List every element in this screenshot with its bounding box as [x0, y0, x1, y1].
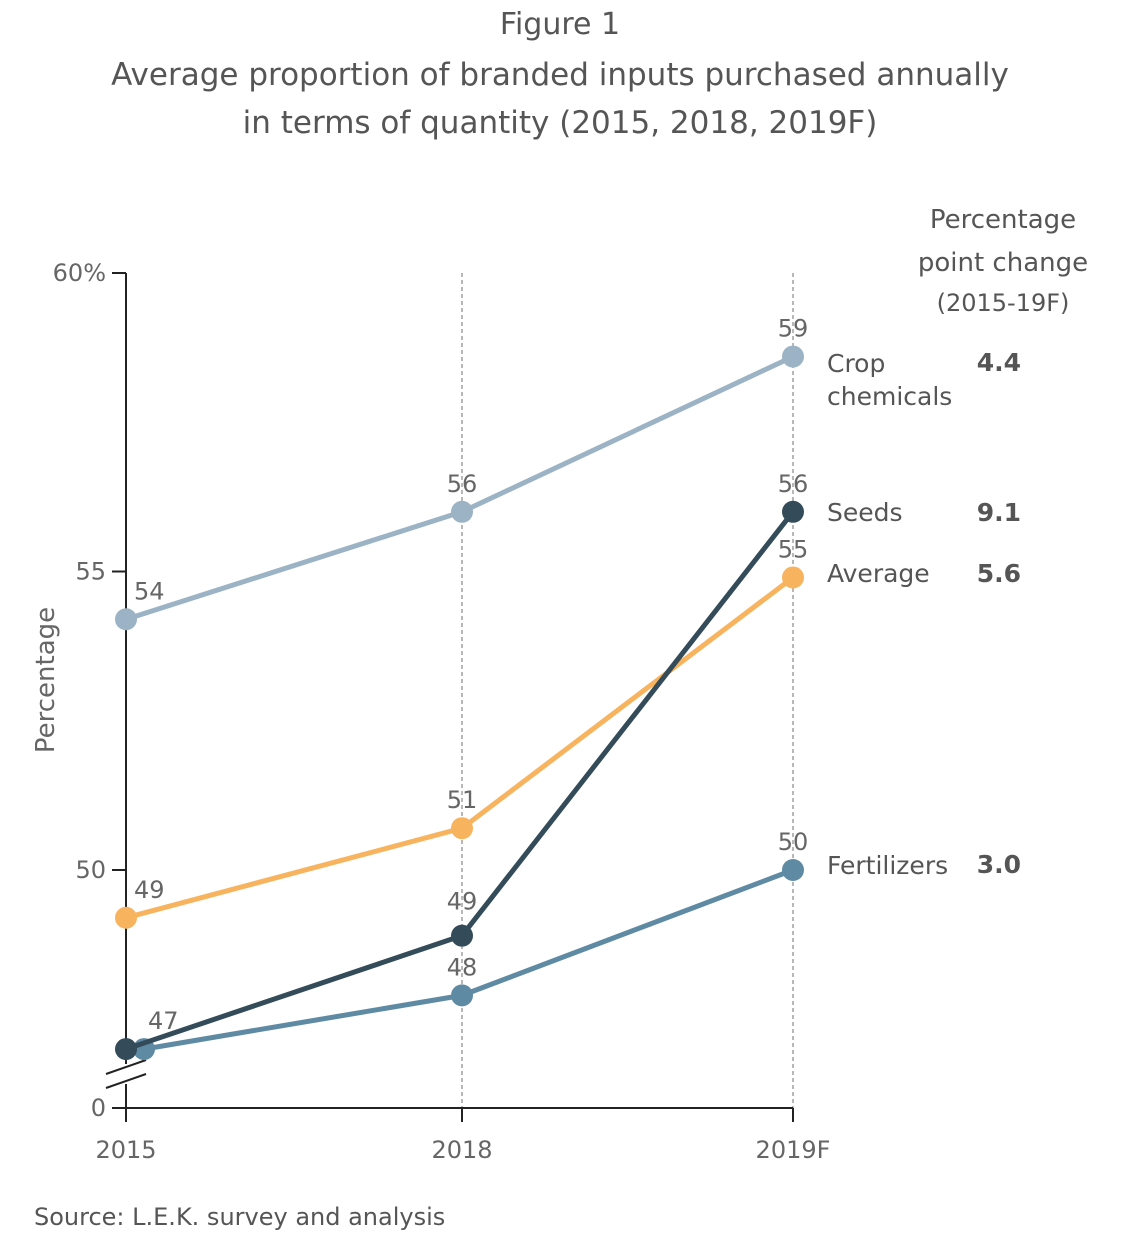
- axes: 60% 55 50 0 2015 2018 2019F Percentage: [31, 259, 830, 1164]
- figure-label: Figure 1: [500, 7, 620, 42]
- data-label-average-2019f: 55: [778, 535, 809, 563]
- data-label-fertilizers-2018: 48: [447, 953, 478, 981]
- data-point-crop-chemicals-2018: [451, 500, 473, 523]
- source-note: Source: L.E.K. survey and analysis: [34, 1203, 445, 1231]
- series-name-crop-chemicals: chemicals: [827, 382, 952, 411]
- change-header-line-2: point change: [918, 248, 1088, 278]
- data-point-seeds-2019f: [782, 500, 804, 523]
- data-label-crop-chemicals-2018: 56: [447, 470, 478, 498]
- series-name-crop-chemicals: Crop: [827, 349, 885, 378]
- data-point-fertilizers-2018: [451, 984, 473, 1007]
- series-name-average: Average: [827, 559, 930, 588]
- axis-break-mark-lower: [105, 1073, 147, 1089]
- data-point-average-2015: [115, 906, 137, 929]
- data-point-crop-chemicals-2019f: [782, 345, 804, 368]
- grid-lines: [461, 273, 794, 1108]
- data-label-crop-chemicals-2019f: 59: [778, 315, 809, 343]
- change-value-seeds: 9.1: [977, 498, 1021, 527]
- chart-title-line-2: in terms of quantity (2015, 2018, 2019F): [243, 105, 878, 141]
- x-tick-label: 2015: [95, 1136, 156, 1164]
- data-point-fertilizers-2019f: [782, 859, 804, 881]
- y-tick-label: 60%: [53, 259, 106, 287]
- change-header: Percentage point change (2015-19F): [918, 205, 1088, 317]
- change-header-line-3: (2015-19F): [937, 289, 1070, 317]
- data-point-seeds-2015: [115, 1038, 137, 1061]
- chart-title-line-1: Average proportion of branded inputs pur…: [111, 57, 1009, 93]
- y-tick-label: 50: [75, 856, 106, 884]
- x-tick-label: 2019F: [756, 1136, 831, 1164]
- data-label-fertilizers-2015: 47: [148, 1007, 179, 1035]
- data-point-crop-chemicals-2015: [115, 608, 137, 631]
- series-lines: [115, 345, 804, 1061]
- axis-break-mark-upper: [105, 1059, 147, 1075]
- change-value-fertilizers: 3.0: [977, 850, 1021, 879]
- data-label-fertilizers-2019f: 50: [778, 828, 809, 856]
- y-tick-label: 55: [75, 558, 106, 586]
- change-value-crop-chemicals: 4.4: [977, 348, 1021, 377]
- change-value-average: 5.6: [977, 559, 1021, 588]
- x-tick-label: 2018: [431, 1136, 492, 1164]
- series-name-seeds: Seeds: [827, 498, 903, 527]
- y-axis-title: Percentage: [31, 607, 61, 753]
- data-labels: 54 56 59 Crop chemicals 4.4 49 51 55 Average 5.6 47…: [134, 315, 1021, 1036]
- data-label-average-2018: 51: [447, 786, 478, 814]
- data-label-seeds-2019f: 56: [778, 470, 809, 498]
- data-point-average-2019f: [782, 566, 804, 589]
- series-line-average: [123, 574, 796, 921]
- data-label-crop-chemicals-2015: 54: [134, 577, 165, 605]
- data-point-seeds-2018: [451, 924, 473, 947]
- data-label-seeds-2018: 49: [447, 888, 478, 916]
- data-label-average-2015: 49: [134, 876, 165, 904]
- series-name-fertilizers: Fertilizers: [827, 851, 948, 880]
- change-header-line-1: Percentage: [930, 205, 1076, 235]
- y-tick-label: 0: [91, 1094, 106, 1122]
- data-point-average-2018: [451, 817, 473, 840]
